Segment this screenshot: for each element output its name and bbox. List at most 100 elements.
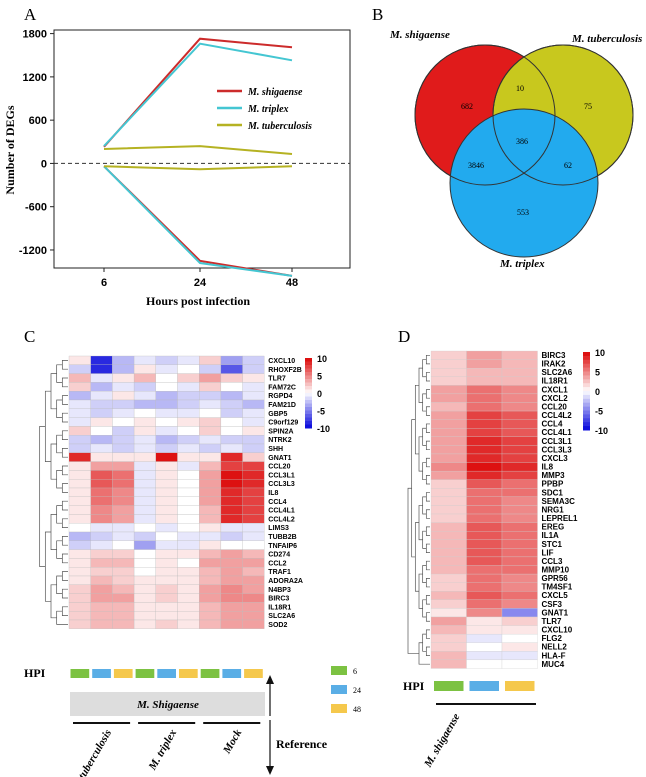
heatmap-cell xyxy=(133,399,156,409)
heatmap-cell xyxy=(68,470,91,480)
heatmap-cell xyxy=(177,408,200,418)
heatmap-cell xyxy=(68,417,91,427)
heatmap-cell xyxy=(112,355,135,365)
scale-swatch xyxy=(583,359,590,365)
scale-swatch xyxy=(583,414,590,419)
heatmap-cell xyxy=(112,461,135,471)
scale-swatch xyxy=(305,382,312,387)
heatmap-cell xyxy=(68,584,91,594)
x-tick-label: 6 xyxy=(101,277,107,289)
heatmap-cell xyxy=(466,410,503,420)
heatmap-cell xyxy=(133,611,156,621)
heatmap-cell xyxy=(430,608,467,618)
row-label: CCL4L2 xyxy=(268,516,295,523)
heatmap-cell xyxy=(220,584,243,594)
heatmap-cell xyxy=(220,619,243,629)
heatmap-cell xyxy=(177,470,200,480)
heatmap-cell xyxy=(501,582,538,592)
heatmap-cell xyxy=(90,549,113,559)
heatmap-cell xyxy=(466,616,503,626)
heatmap-cell xyxy=(242,496,265,506)
row-label: TNFAIP6 xyxy=(268,543,297,550)
heatmap-cell xyxy=(199,382,222,392)
scale-swatch xyxy=(305,361,312,366)
heatmap-cell xyxy=(133,435,156,445)
heatmap-cell xyxy=(155,355,178,365)
row-label: CCL3L3 xyxy=(268,481,295,488)
row-label: CCL4L2 xyxy=(542,411,573,420)
heatmap-cell xyxy=(242,584,265,594)
heatmap-cell xyxy=(68,514,91,524)
row-dendrogram xyxy=(407,354,430,665)
heatmap-cell xyxy=(242,355,265,365)
heatmap-cell xyxy=(177,584,200,594)
heatmap-cell xyxy=(112,619,135,629)
row-label: CCL2 xyxy=(268,560,286,567)
hpi-swatch xyxy=(222,669,242,678)
heatmap-cell xyxy=(155,558,178,568)
heatmap-cell xyxy=(90,408,113,418)
heatmap-cell xyxy=(133,364,156,374)
heatmap-cell xyxy=(90,417,113,427)
scale-swatch xyxy=(305,365,312,369)
heatmap-cell xyxy=(112,417,135,427)
heatmap-cell xyxy=(90,399,113,409)
row-label: BIRC3 xyxy=(542,351,567,360)
row-label: CCL4L1 xyxy=(542,428,573,437)
heatmap-cell xyxy=(133,391,156,401)
heatmap-cell xyxy=(133,593,156,603)
heatmap-cell xyxy=(466,591,503,600)
scale-swatch xyxy=(583,367,590,372)
heatmap-cell xyxy=(199,602,222,612)
scale-tick-label: -5 xyxy=(595,407,603,417)
scale-swatch xyxy=(305,421,312,425)
heatmap-cell xyxy=(220,487,243,497)
heatmap-cell xyxy=(155,461,178,471)
heatmap-cell xyxy=(242,470,265,480)
heatmap-cell xyxy=(177,575,200,585)
row-label: RGPD4 xyxy=(268,393,292,400)
heatmap-cell xyxy=(133,461,156,471)
heatmap-cell xyxy=(68,452,91,462)
heatmap-cell xyxy=(155,408,178,418)
heatmap-cell xyxy=(199,540,222,550)
heatmap-cell xyxy=(466,496,503,506)
heatmap-cell xyxy=(68,496,91,506)
heatmap-cell xyxy=(112,364,135,374)
heatmap-cell xyxy=(112,584,135,594)
row-label: CCL4 xyxy=(268,499,286,506)
heatmap-cell xyxy=(501,616,538,626)
heatmap-cell xyxy=(90,575,113,585)
heatmap-cell xyxy=(133,373,156,383)
heatmap-cell xyxy=(242,523,265,533)
heatmap-cell xyxy=(90,364,113,374)
heatmap-cell xyxy=(466,393,503,403)
heatmap-cell xyxy=(466,633,503,643)
heatmap-cell xyxy=(466,513,503,523)
heatmap-cell xyxy=(177,602,200,612)
heatmap-cell xyxy=(430,385,467,395)
heatmap-cell xyxy=(199,399,222,409)
heatmap-cell xyxy=(68,505,91,515)
row-label: RHOXF2B xyxy=(268,367,301,374)
legend-label: M. tuberculosis xyxy=(247,121,312,132)
heatmap-cell xyxy=(430,368,467,377)
heatmap-cell xyxy=(466,479,503,489)
heatmap-cell xyxy=(199,567,222,577)
row-label: TM4SF1 xyxy=(542,583,573,592)
scale-swatch xyxy=(583,379,590,384)
heatmap-cell xyxy=(242,373,265,383)
row-label: LIMS3 xyxy=(268,525,289,532)
heatmap-cell xyxy=(155,602,178,612)
row-label: GPR56 xyxy=(542,574,569,583)
heatmap-cell xyxy=(68,593,91,603)
heatmap-cell xyxy=(90,514,113,524)
heatmap-cell xyxy=(501,573,538,583)
series-line-2-down xyxy=(103,165,293,277)
scale-tick-label: -10 xyxy=(317,424,330,434)
heatmap-cell xyxy=(466,385,503,395)
venn-diagram: M. shigaense M. tuberculosis M. triplex … xyxy=(389,29,642,270)
heatmap-cell xyxy=(430,402,467,412)
heatmap-cell xyxy=(133,602,156,612)
heatmap-cell xyxy=(501,393,538,403)
